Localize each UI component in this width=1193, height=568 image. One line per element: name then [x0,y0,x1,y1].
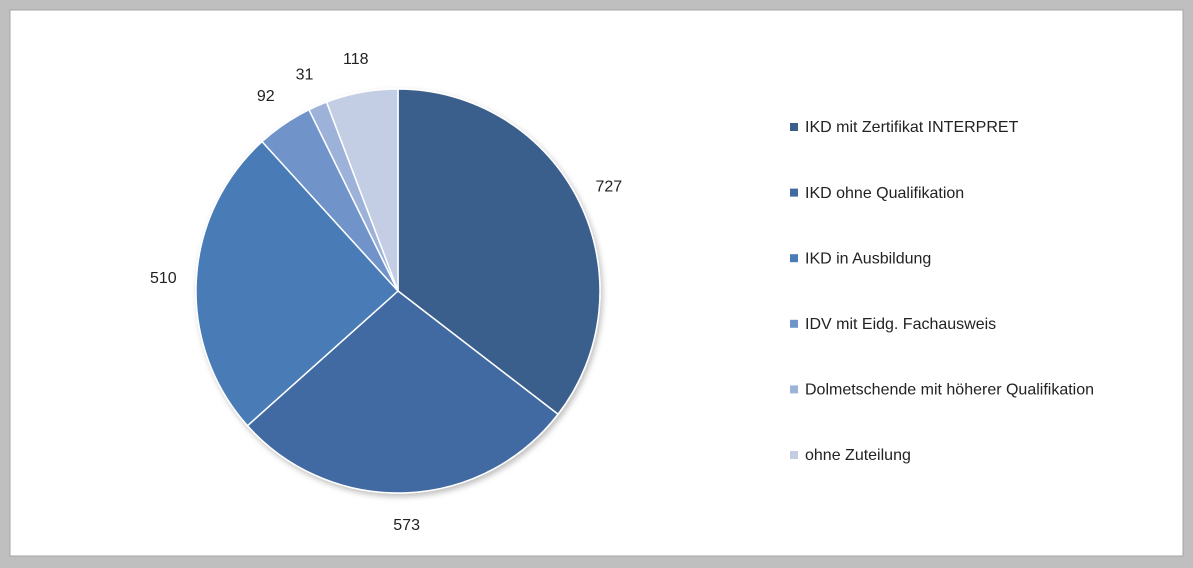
legend-marker [790,123,798,131]
legend-label: Dolmetschende mit höherer Qualifikation [805,382,1094,399]
legend-marker [790,385,798,394]
data-label: 573 [393,517,420,534]
pie-slice [325,88,399,292]
data-label: 31 [296,67,314,84]
legend-marker [790,188,798,197]
legend-marker [790,254,798,263]
pie-slice [195,140,400,427]
legend-label: IKD mit Zertifikat INTERPRET [805,119,1019,136]
legend-label: IKD in Ausbildung [805,250,931,267]
legend-label: IDV mit Eidg. Fachausweis [805,316,996,333]
pie-slice [397,88,601,416]
pie [195,88,601,494]
data-label: 118 [343,51,369,68]
legend-marker [790,451,798,459]
data-label: 92 [257,88,275,105]
legend-label: ohne Zuteilung [805,447,911,464]
legend-marker [790,319,798,328]
pie-slice [246,290,560,494]
data-label: 510 [150,270,177,287]
data-label: 727 [596,178,623,195]
legend-label: IKD ohne Qualifikation [805,185,964,202]
